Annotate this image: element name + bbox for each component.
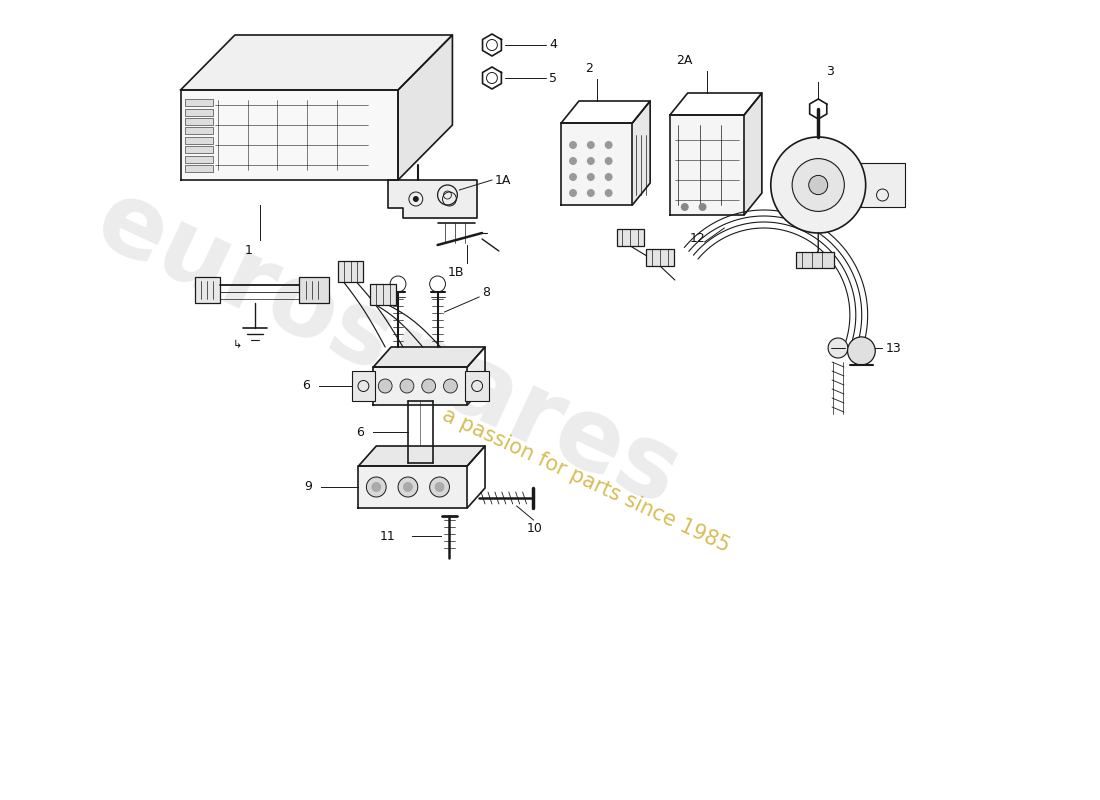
Circle shape [605,173,613,181]
Bar [186,155,213,162]
Polygon shape [359,466,468,508]
Polygon shape [561,123,632,205]
Text: 1A: 1A [495,174,512,186]
Text: 1B: 1B [448,266,464,279]
Text: 6: 6 [302,379,310,393]
Polygon shape [373,367,468,405]
Bar [186,109,213,115]
Bar [465,371,490,401]
Text: 4: 4 [549,38,558,51]
Circle shape [828,338,848,358]
Text: 11: 11 [379,530,395,542]
Circle shape [681,203,689,211]
Polygon shape [744,93,762,215]
Polygon shape [180,35,452,90]
Circle shape [569,173,578,181]
Text: 3: 3 [826,66,834,78]
Text: 1: 1 [245,243,253,257]
Circle shape [605,141,613,149]
Text: ↳: ↳ [233,340,242,350]
Polygon shape [398,35,452,180]
Text: 6: 6 [356,426,364,438]
Bar [186,99,213,106]
Polygon shape [373,347,485,367]
Polygon shape [670,115,744,215]
Polygon shape [359,446,485,466]
Circle shape [569,189,578,197]
Bar [186,127,213,134]
Circle shape [808,175,827,194]
Text: 13: 13 [886,342,901,354]
Circle shape [587,157,595,165]
Circle shape [403,482,412,492]
Circle shape [421,379,436,393]
Text: 2: 2 [585,62,593,75]
Text: 9: 9 [304,481,312,494]
Bar [796,252,834,268]
Bar [186,118,213,125]
Circle shape [771,137,866,233]
Circle shape [569,157,578,165]
Bar [299,277,329,303]
Circle shape [378,379,392,393]
Circle shape [792,158,845,211]
Polygon shape [632,101,650,205]
Text: 8: 8 [482,286,491,298]
Bar [860,163,905,207]
Text: 12: 12 [690,231,705,245]
Circle shape [398,477,418,497]
Bar [352,371,375,401]
Bar [186,137,213,144]
Text: 5: 5 [549,71,558,85]
Bar [371,284,396,305]
Polygon shape [388,180,477,218]
Circle shape [605,157,613,165]
Circle shape [372,482,382,492]
Polygon shape [180,90,398,180]
Circle shape [605,189,613,197]
Circle shape [587,141,595,149]
Bar [646,249,674,266]
Circle shape [400,379,414,393]
Circle shape [698,203,706,211]
Text: a passion for parts since 1985: a passion for parts since 1985 [439,404,733,556]
Circle shape [587,173,595,181]
Text: 10: 10 [527,522,542,534]
Bar [338,261,363,282]
Bar [616,229,645,246]
Text: 2A: 2A [676,54,693,67]
Bar [196,277,220,303]
Circle shape [848,337,876,365]
Circle shape [587,189,595,197]
Circle shape [412,196,419,202]
Circle shape [430,477,450,497]
Circle shape [434,482,444,492]
Circle shape [366,477,386,497]
Circle shape [569,141,578,149]
Circle shape [443,379,458,393]
Bar [186,146,213,154]
Bar [186,165,213,172]
Text: eurospares: eurospares [81,173,695,527]
